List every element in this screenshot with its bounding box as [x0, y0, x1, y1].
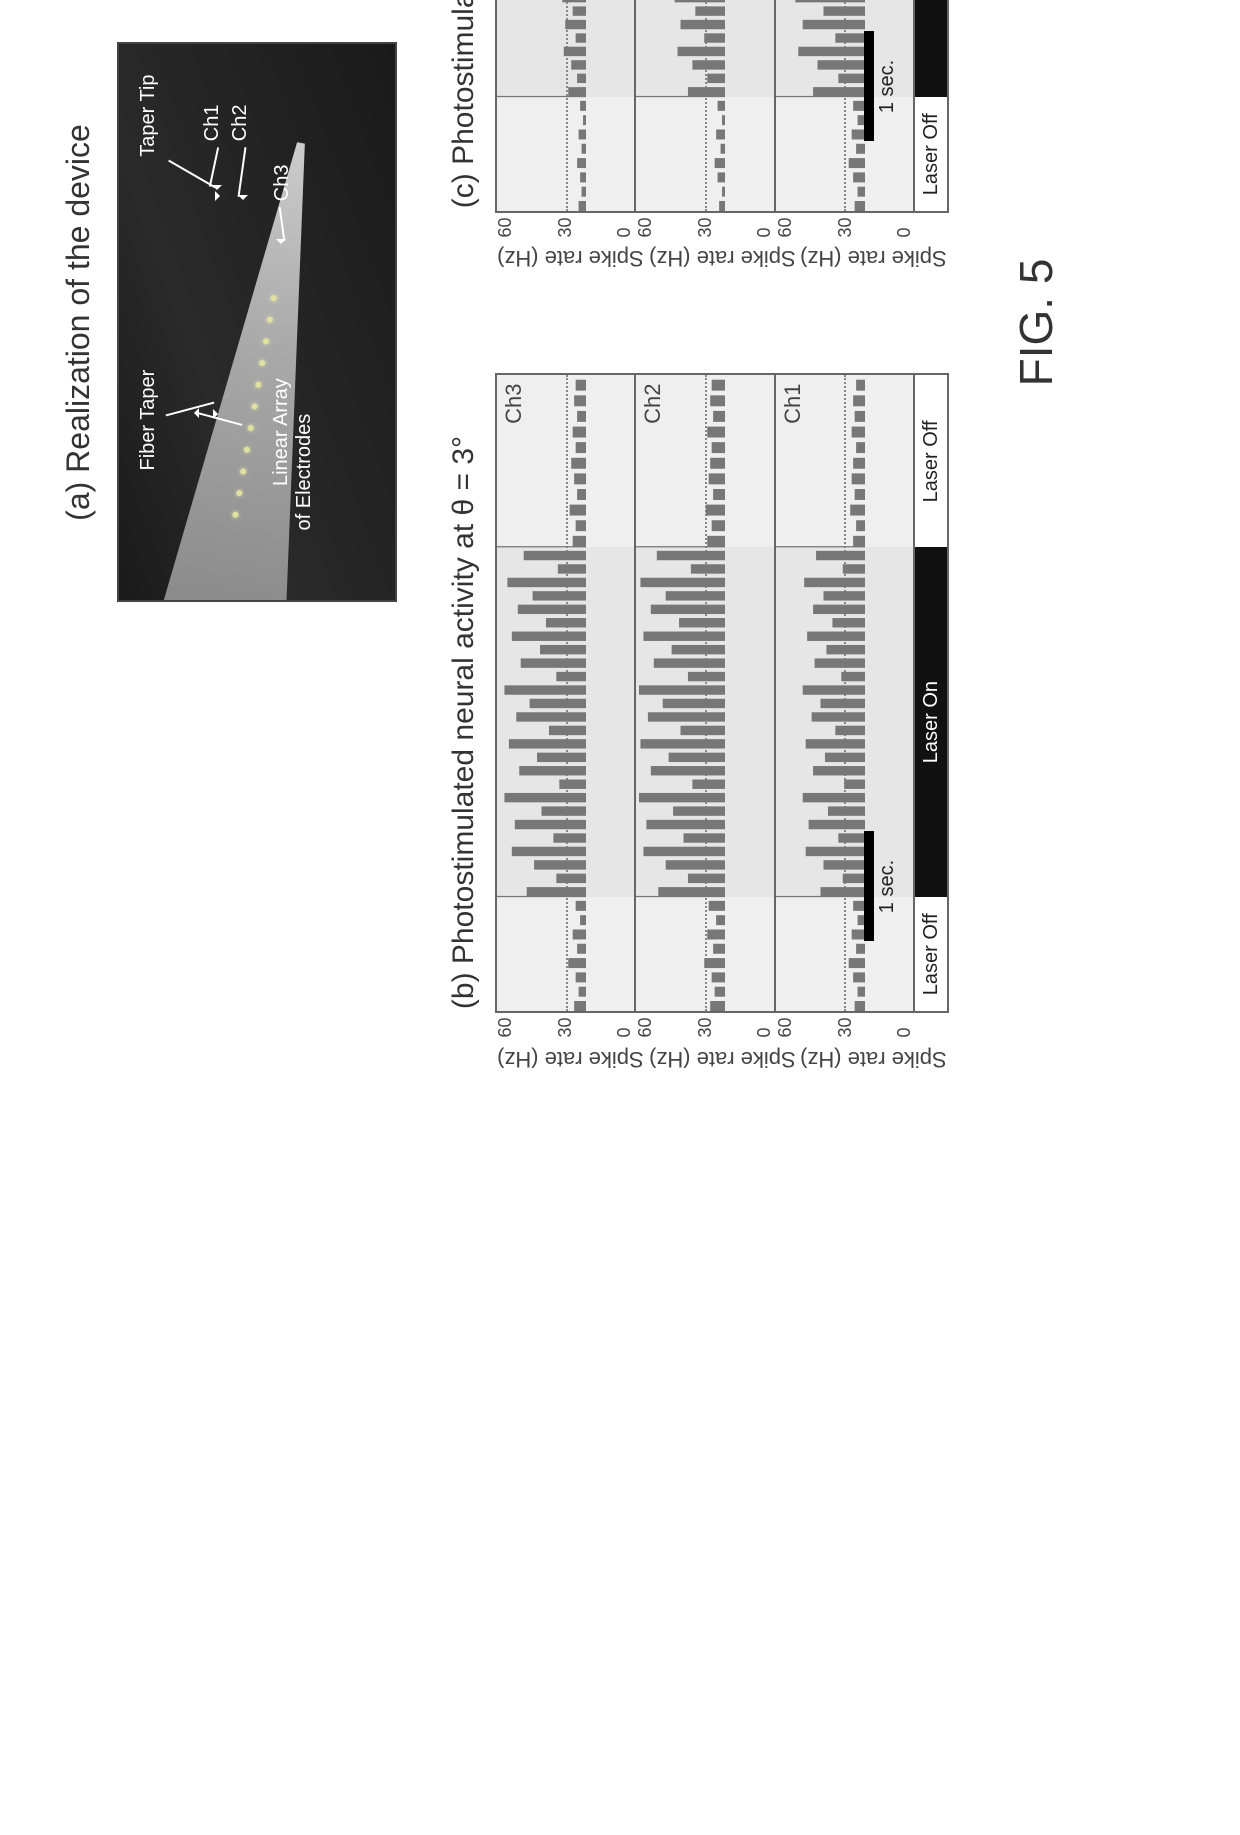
ylabel-c-ch1: Spike rate (Hz)	[800, 246, 947, 272]
yticks-c: 603006030060300	[495, 213, 915, 237]
chart-b-box: Ch3 Ch2 Ch1 1 sec.	[495, 374, 915, 1014]
device-image: Fiber Taper Taper Tip Ch1 Ch2 Ch3	[117, 43, 397, 603]
panel-c-title: (c) Photostimulated neural activity at θ…	[447, 0, 481, 208]
ylabel-c-ch2: Spike rate (Hz)	[649, 246, 796, 272]
annot-ch1: Ch1	[201, 105, 224, 142]
laser-strip-c: Laser OffLaser OnLaser Off	[915, 0, 949, 213]
laser-strip-b: Laser OffLaser OnLaser Off	[915, 374, 949, 1014]
ylabel-c-ch3: Spike rate (Hz)	[497, 246, 644, 272]
ylabel-b-ch1: Spike rate (Hz)	[800, 1046, 947, 1072]
laser-segment-on: Laser On	[915, 547, 947, 897]
panel-c: (c) Photostimulated neural activity at θ…	[447, 0, 949, 298]
panel-b: (b) Photostimulated neural activity at θ…	[447, 348, 949, 1098]
laser-segment-off: Laser Off	[915, 897, 947, 1011]
ylabel-b-ch3: Spike rate (Hz)	[497, 1046, 644, 1072]
channel-label: Ch1	[780, 384, 806, 424]
chart-c-box: Ch3Ch2Ch11 sec.	[495, 0, 915, 213]
scale-bar: 1 sec.	[864, 832, 899, 942]
chart-row-ch3: Ch3	[497, 0, 636, 211]
panel-b-title: (b) Photostimulated neural activity at θ…	[447, 436, 481, 1009]
scale-bar: 1 sec.	[864, 31, 899, 141]
chart-row-ch1: Ch1 1 sec.	[776, 376, 913, 1012]
annot-electrodes: Linear Array of Electrodes	[247, 378, 385, 530]
chart-row-ch2: Ch2	[636, 0, 775, 211]
channel-label: Ch2	[640, 384, 666, 424]
chart-row-ch2: Ch2	[636, 376, 775, 1012]
laser-segment-off: Laser Off	[915, 376, 947, 548]
laser-segment-on: Laser On	[915, 0, 947, 97]
annot-taper-tip: Taper Tip	[137, 75, 160, 157]
annot-fiber-taper: Fiber Taper	[137, 370, 160, 471]
ylabel-b-ch2: Spike rate (Hz)	[649, 1046, 796, 1072]
figure-label: FIG. 5	[1009, 0, 1063, 1160]
laser-segment-off: Laser Off	[915, 97, 947, 211]
annot-ch2: Ch2	[229, 105, 252, 142]
chart-row-ch1: Ch11 sec.	[776, 0, 913, 211]
chart-row-ch3: Ch3	[497, 376, 636, 1012]
annot-ch3: Ch3	[271, 165, 294, 202]
channel-label: Ch3	[501, 384, 527, 424]
yticks-b: 603006030060300	[495, 1014, 915, 1038]
panel-a-title: (a) Realization of the device	[60, 124, 97, 521]
